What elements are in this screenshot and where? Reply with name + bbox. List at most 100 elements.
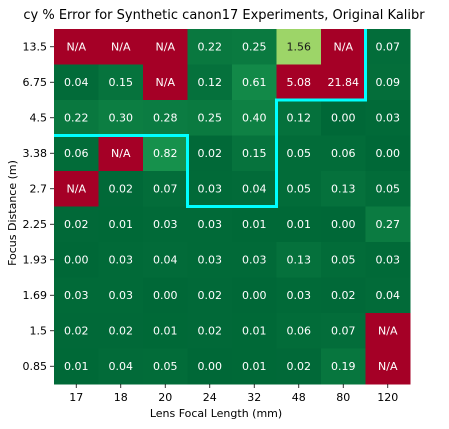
cell-value-label: N/A [334, 40, 354, 53]
cell-value-label: 0.03 [242, 253, 267, 266]
cell-value-label: 0.27 [376, 218, 401, 231]
cell-value-label: 0.03 [153, 218, 178, 231]
heatmap-cell [98, 135, 144, 172]
cell-value-label: 0.13 [331, 182, 356, 195]
heatmap-cell [276, 242, 322, 278]
heatmap-cell [365, 171, 411, 207]
cyan-boundary-line [54, 29, 367, 208]
heatmap-cell [232, 171, 277, 207]
cell-value-label: 0.07 [331, 324, 356, 337]
y-tick-label: 6.75 [23, 76, 48, 89]
heatmap-cell [54, 313, 99, 349]
heatmap-cell [321, 29, 366, 65]
cell-value-label: 0.00 [198, 360, 223, 373]
heatmap-cell [54, 171, 99, 207]
y-axis-ticks: 13.5 6.75 4.5 3.38 2.7 2.25 1.93 1.69 1.5 0.85 [23, 40, 54, 373]
heatmap-cell [321, 206, 366, 243]
cell-value-label: 0.03 [376, 253, 401, 266]
heatmap-cell [365, 313, 411, 349]
cell-value-label: 0.05 [153, 360, 178, 373]
cell-value-label: 0.04 [109, 360, 134, 373]
heatmap-cell [232, 135, 277, 172]
cell-value-label: 0.02 [64, 324, 89, 337]
cell-value-label: N/A [378, 360, 398, 373]
heatmap-cell [321, 135, 366, 172]
cell-value-label: 0.05 [287, 147, 312, 160]
y-tick-label: 2.7 [30, 182, 48, 195]
heatmap-cell [276, 206, 322, 243]
cell-value-label: 0.15 [109, 76, 134, 89]
heatmap-cell [365, 29, 411, 65]
heatmap-cell [187, 313, 233, 349]
cell-value-label: 0.22 [64, 111, 89, 124]
cell-value-label: N/A [67, 182, 87, 195]
cell-value-label: 0.02 [331, 289, 356, 302]
x-axis-ticks: 17 18 20 24 32 48 80 120 [69, 384, 398, 404]
heatmap-cell [54, 135, 99, 172]
cell-value-label: 0.04 [153, 253, 178, 266]
heatmap-cell [143, 206, 188, 243]
boundary-line [54, 29, 367, 208]
heatmap-cell [98, 100, 144, 136]
heatmap-cell [143, 64, 188, 101]
cell-value-label: 0.00 [64, 253, 89, 266]
heatmap-cell [276, 64, 322, 101]
cell-value-label: 0.40 [242, 111, 267, 124]
x-tick-label: 20 [158, 391, 172, 404]
heatmap-cell [54, 64, 99, 101]
cell-value-label: 0.02 [287, 360, 312, 373]
x-tick-label: 32 [247, 391, 261, 404]
cell-value-label: N/A [156, 76, 176, 89]
heatmap-cell [54, 242, 99, 278]
cell-value-label: N/A [111, 147, 131, 160]
heatmap-cell [187, 206, 233, 243]
heatmap-cell [54, 100, 99, 136]
cell-value-label: 0.06 [287, 324, 312, 337]
heatmap-cell [98, 206, 144, 243]
heatmap-cell [187, 242, 233, 278]
cell-value-label: 0.12 [198, 76, 223, 89]
cell-value-label: 0.30 [109, 111, 134, 124]
x-tick-label: 17 [69, 391, 83, 404]
heatmap-cell [365, 206, 411, 243]
cell-value-label: 0.03 [376, 111, 401, 124]
cell-value-label: 0.00 [331, 111, 356, 124]
cell-value-label: 0.06 [331, 147, 356, 160]
cell-value-label: 0.03 [64, 289, 89, 302]
heatmap-cell [187, 100, 233, 136]
cell-value-label: 0.09 [376, 76, 401, 89]
cell-value-label: 0.01 [242, 324, 267, 337]
heatmap-cell [187, 171, 233, 207]
heatmap-cell [187, 277, 233, 314]
heatmap-cell [232, 313, 277, 349]
y-tick-label: 1.69 [23, 289, 48, 302]
y-tick-label: 4.5 [30, 111, 48, 124]
cell-value-label: 0.05 [287, 182, 312, 195]
heatmap-cell [321, 64, 366, 101]
cell-value-label: 0.04 [376, 289, 401, 302]
heatmap-cell [276, 29, 322, 65]
heatmap-cell [143, 100, 188, 136]
heatmap-cell [98, 171, 144, 207]
cell-value-label: 0.02 [109, 182, 134, 195]
cell-value-label: 0.00 [331, 218, 356, 231]
heatmap-cell [365, 348, 411, 385]
cell-value-label: 0.01 [287, 218, 312, 231]
heatmap-cell [365, 64, 411, 101]
cell-value-label: 0.61 [242, 76, 267, 89]
cell-value-label: 0.00 [242, 289, 267, 302]
x-tick-label: 120 [377, 391, 398, 404]
x-tick-label: 48 [292, 391, 306, 404]
heatmap-cell [98, 313, 144, 349]
cell-value-label: N/A [156, 40, 176, 53]
x-axis-label: Lens Focal Length (mm) [150, 407, 282, 420]
cell-value-label: 0.01 [64, 360, 89, 373]
heatmap-cell [54, 206, 99, 243]
cell-value-label: 0.15 [242, 147, 267, 160]
heatmap-cell [54, 348, 99, 385]
heatmap-cell [143, 242, 188, 278]
heatmap-cell [232, 64, 277, 101]
cell-value-label: 0.05 [376, 182, 401, 195]
y-tick-label: 3.38 [23, 147, 48, 160]
